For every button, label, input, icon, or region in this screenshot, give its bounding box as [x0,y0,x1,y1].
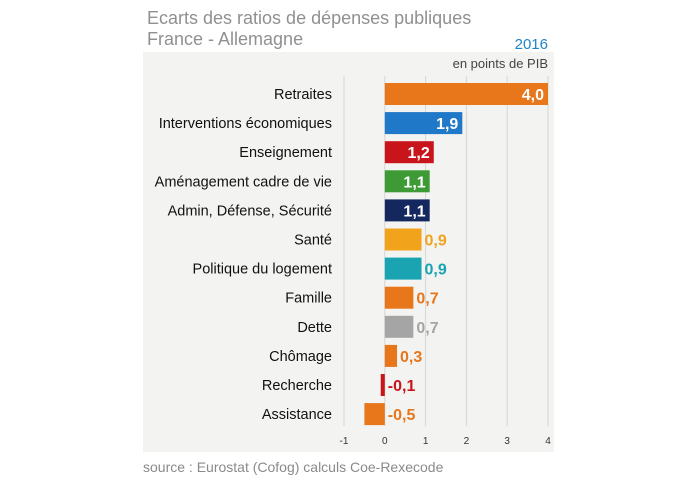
value-label: 1,2 [408,145,430,162]
bar [384,315,414,338]
value-label: 0,7 [416,291,438,308]
value-label: 0,9 [425,233,447,250]
category-label: Retraites [274,87,332,103]
category-label: Enseignement [239,145,332,161]
bar [384,344,398,367]
tick-label: 0 [382,436,388,447]
bar [384,141,434,164]
tick-label: -1 [340,436,349,447]
value-label: 0,7 [416,320,438,337]
tick-label: 1 [423,436,429,447]
value-label: 0,3 [400,349,422,366]
bar [384,286,414,309]
value-label: 1,9 [436,116,458,133]
bar [364,403,385,426]
category-label: Dette [297,320,332,336]
value-label: -0,1 [388,378,416,395]
value-label: 4,0 [522,87,544,104]
value-label: 1,1 [403,203,425,220]
category-label: Interventions économiques [159,116,332,132]
category-label: Politique du logement [193,262,332,278]
category-label: Santé [294,233,332,249]
category-label: Aménagement cadre de vie [155,174,332,190]
chart-title: Ecarts des ratios de dépenses publiques … [147,8,547,50]
category-label: Recherche [262,378,332,394]
year-label: 2016 [514,36,548,53]
tick-label: 2 [464,436,470,447]
bar [380,374,385,396]
bar [384,199,430,222]
category-label: Famille [285,291,332,307]
category-label: Chômage [269,349,332,365]
value-label: 0,9 [425,262,447,279]
chart-panel [143,52,554,452]
category-label: Assistance [262,407,332,423]
tick-label: 4 [545,436,551,447]
category-label: Admin, Défense, Sécurité [168,203,332,219]
source-note: source : Eurostat (Cofog) calculs Coe-Re… [143,459,444,475]
value-label: -0,5 [388,407,416,424]
title-line-2: France - Allemagne [147,29,304,49]
unit-label: en points de PIB [452,56,548,71]
bar [384,170,430,193]
bar [384,257,422,280]
tick-label: 3 [504,436,510,447]
bar [384,228,422,251]
title-line-1: Ecarts des ratios de dépenses publiques [147,8,472,28]
bar [384,83,548,105]
value-label: 1,1 [403,174,425,191]
bar [384,112,463,135]
